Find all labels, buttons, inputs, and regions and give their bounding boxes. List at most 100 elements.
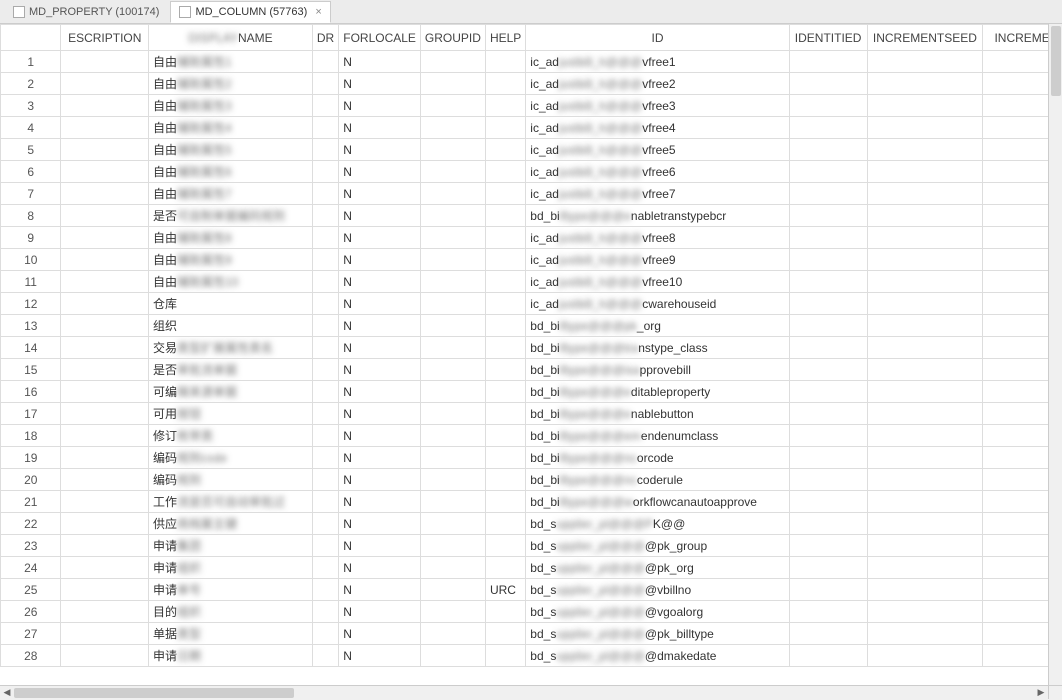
cell[interactable] — [420, 73, 485, 95]
cell[interactable] — [420, 117, 485, 139]
cell[interactable] — [867, 337, 983, 359]
cell[interactable]: 19 — [1, 447, 61, 469]
cell[interactable]: 26 — [1, 601, 61, 623]
cell[interactable] — [485, 601, 525, 623]
cell[interactable]: 27 — [1, 623, 61, 645]
cell[interactable]: 编码规则 — [149, 469, 313, 491]
cell[interactable] — [485, 491, 525, 513]
cell[interactable]: 13 — [1, 315, 61, 337]
scroll-thumb[interactable] — [14, 688, 294, 698]
cell[interactable] — [61, 139, 149, 161]
cell[interactable] — [420, 271, 485, 293]
cell[interactable] — [61, 645, 149, 667]
cell[interactable]: 8 — [1, 205, 61, 227]
cell[interactable] — [312, 315, 338, 337]
vertical-scrollbar[interactable] — [1048, 24, 1062, 685]
cell[interactable] — [420, 205, 485, 227]
cell[interactable] — [61, 513, 149, 535]
cell[interactable]: 申请日期 — [149, 645, 313, 667]
cell[interactable]: 工作流是否可自动审批过 — [149, 491, 313, 513]
cell[interactable] — [312, 271, 338, 293]
cell[interactable] — [420, 161, 485, 183]
table-row[interactable]: 16可编辑来源单据Nbd_billtype@@@editableproperty — [1, 381, 1062, 403]
cell[interactable] — [485, 315, 525, 337]
cell[interactable] — [485, 623, 525, 645]
cell[interactable] — [420, 579, 485, 601]
cell[interactable] — [485, 183, 525, 205]
cell[interactable]: bd_billtype@@@emendenumclass — [526, 425, 789, 447]
cell[interactable] — [485, 139, 525, 161]
cell[interactable]: 自由辅助属性9 — [149, 249, 313, 271]
cell[interactable]: bd_supplier_pl@@@PK@@ — [526, 513, 789, 535]
cell[interactable]: ic_adjustbill_h@@@vfree4 — [526, 117, 789, 139]
cell[interactable] — [420, 381, 485, 403]
cell[interactable]: 18 — [1, 425, 61, 447]
scroll-track[interactable] — [14, 686, 1034, 699]
cell[interactable] — [485, 95, 525, 117]
cell[interactable] — [61, 425, 149, 447]
cell[interactable] — [867, 381, 983, 403]
table-row[interactable]: 27单据类型Nbd_supplier_pl@@@@pk_billtype — [1, 623, 1062, 645]
cell[interactable]: N — [339, 425, 421, 447]
cell[interactable]: bd_billtype@@@enabletranstypebcr — [526, 205, 789, 227]
cell[interactable]: 2 — [1, 73, 61, 95]
cell[interactable]: bd_billtype@@@enablebutton — [526, 403, 789, 425]
cell[interactable] — [485, 117, 525, 139]
table-row[interactable]: 28申请日期Nbd_supplier_pl@@@@dmakedate — [1, 645, 1062, 667]
cell[interactable]: N — [339, 161, 421, 183]
cell[interactable]: bd_billtype@@@pk_org — [526, 315, 789, 337]
cell[interactable]: 21 — [1, 491, 61, 513]
cell[interactable] — [61, 623, 149, 645]
cell[interactable] — [312, 623, 338, 645]
cell[interactable] — [485, 359, 525, 381]
cell[interactable]: 7 — [1, 183, 61, 205]
column-header-groupid[interactable]: GROUPID — [420, 25, 485, 51]
table-row[interactable]: 21工作流是否可自动审批过Nbd_billtype@@@workflowcana… — [1, 491, 1062, 513]
cell[interactable]: N — [339, 535, 421, 557]
table-row[interactable]: 5自由辅助属性5Nic_adjustbill_h@@@vfree5 — [1, 139, 1062, 161]
cell[interactable] — [312, 557, 338, 579]
cell[interactable] — [789, 205, 867, 227]
cell[interactable]: bd_supplier_pl@@@@vgoalorg — [526, 601, 789, 623]
cell[interactable]: URC — [485, 579, 525, 601]
cell[interactable]: bd_supplier_pl@@@@dmakedate — [526, 645, 789, 667]
cell[interactable] — [312, 469, 338, 491]
cell[interactable] — [420, 227, 485, 249]
cell[interactable]: 自由辅助属性7 — [149, 183, 313, 205]
cell[interactable]: 17 — [1, 403, 61, 425]
cell[interactable] — [61, 161, 149, 183]
cell[interactable] — [61, 381, 149, 403]
table-row[interactable]: 4自由辅助属性4Nic_adjustbill_h@@@vfree4 — [1, 117, 1062, 139]
cell[interactable] — [420, 51, 485, 73]
cell[interactable] — [867, 623, 983, 645]
cell[interactable] — [789, 51, 867, 73]
cell[interactable] — [789, 381, 867, 403]
cell[interactable]: bd_billtype@@@nccoderule — [526, 469, 789, 491]
cell[interactable]: 申请集团 — [149, 535, 313, 557]
cell[interactable]: 自由辅助属性5 — [149, 139, 313, 161]
cell[interactable]: N — [339, 601, 421, 623]
column-header-id[interactable]: ID — [526, 25, 789, 51]
column-header-forlocale[interactable]: FORLOCALE — [339, 25, 421, 51]
cell[interactable]: 交易类型扩展属性类名 — [149, 337, 313, 359]
cell[interactable] — [789, 315, 867, 337]
cell[interactable] — [485, 337, 525, 359]
cell[interactable]: N — [339, 403, 421, 425]
cell[interactable] — [420, 95, 485, 117]
cell[interactable] — [420, 513, 485, 535]
cell[interactable] — [789, 161, 867, 183]
cell[interactable] — [867, 469, 983, 491]
cell[interactable]: 1 — [1, 51, 61, 73]
cell[interactable] — [61, 73, 149, 95]
cell[interactable]: 自由辅助属性8 — [149, 227, 313, 249]
cell[interactable] — [61, 601, 149, 623]
cell[interactable]: N — [339, 337, 421, 359]
cell[interactable] — [867, 513, 983, 535]
table-row[interactable]: 22供应商档案主键Nbd_supplier_pl@@@PK@@ — [1, 513, 1062, 535]
cell[interactable]: N — [339, 315, 421, 337]
cell[interactable] — [420, 469, 485, 491]
cell[interactable]: 供应商档案主键 — [149, 513, 313, 535]
cell[interactable] — [867, 51, 983, 73]
cell[interactable]: ic_adjustbill_h@@@vfree9 — [526, 249, 789, 271]
cell[interactable] — [420, 293, 485, 315]
